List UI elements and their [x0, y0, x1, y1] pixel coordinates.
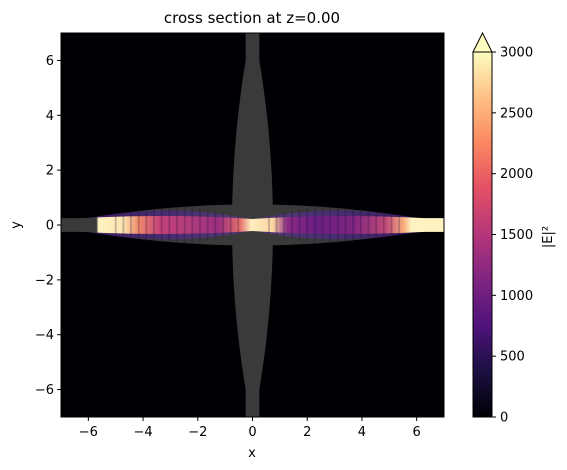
colorbar-tick-label: 2500 — [500, 106, 533, 121]
field-interference-fringe — [336, 205, 339, 245]
field-interference-fringe — [313, 207, 316, 243]
field-interference-fringe — [306, 208, 309, 242]
colorbar-gradient — [473, 52, 492, 417]
y-tick-label: −6 — [35, 383, 54, 398]
x-tick-label: −6 — [79, 425, 98, 440]
y-axis-label: y — [9, 221, 24, 229]
field-interference-fringe — [222, 213, 224, 237]
field-interference-fringe — [290, 210, 293, 240]
colorbar-tick-label: 500 — [500, 350, 525, 365]
colorbar-tick-label: 0 — [500, 411, 508, 426]
field-interference-fringe — [214, 211, 217, 239]
field-interference-fringe — [367, 207, 370, 243]
y-tick-label: 0 — [46, 219, 54, 234]
x-axis-ticks: −6 −4 −2 0 2 4 6 — [79, 417, 421, 440]
field-interference-fringe — [352, 206, 355, 244]
colorbar-tick-label: 1000 — [500, 289, 533, 304]
colorbar-ticks: 0 500 1000 1500 2000 2500 3000 — [492, 46, 533, 426]
field-interference-fringe — [398, 214, 401, 236]
field-interference-fringe — [359, 207, 362, 243]
y-tick-label: 2 — [46, 164, 54, 179]
y-tick-label: −4 — [35, 328, 54, 343]
field-interference-fringe — [344, 205, 347, 245]
x-tick-label: −4 — [133, 425, 152, 440]
field-interference-fringe — [382, 210, 385, 240]
field-interference-fringe — [329, 205, 332, 245]
field-interference-fringe — [130, 208, 132, 242]
chart-title: cross section at z=0.00 — [164, 9, 340, 27]
field-interference-fringe — [153, 206, 155, 244]
x-axis-label: x — [248, 446, 256, 461]
field-interference-fringe — [137, 207, 140, 243]
field-interference-fringe — [160, 205, 163, 245]
field-interference-fringe — [168, 205, 171, 245]
field-interference-fringe — [199, 208, 201, 242]
x-tick-label: −2 — [188, 425, 207, 440]
field-interference-fringe — [145, 206, 148, 244]
field-interference-fringe — [275, 214, 278, 236]
x-tick-label: 4 — [358, 425, 366, 440]
field-interference-fringe — [206, 209, 209, 241]
field-interference-fringe — [114, 211, 117, 239]
colorbar: 0 500 1000 1500 2000 2500 3000 |E|² — [472, 31, 556, 426]
colorbar-extend-triangle — [472, 31, 493, 53]
field-interference-fringe — [183, 206, 186, 244]
x-tick-label: 2 — [303, 425, 311, 440]
field-interference-fringe — [375, 209, 378, 241]
y-tick-label: −2 — [35, 273, 54, 288]
field-interference-fringe — [298, 209, 301, 241]
colorbar-label: |E|² — [541, 226, 556, 248]
colorbar-tick-label: 1500 — [500, 228, 533, 243]
x-tick-label: 6 — [413, 425, 421, 440]
field-interference-fringe — [321, 206, 324, 244]
y-tick-label: 4 — [46, 109, 54, 124]
colorbar-tick-label: 3000 — [500, 46, 533, 61]
field-interference-fringe — [283, 212, 286, 238]
plot-area — [61, 33, 444, 417]
field-interference-fringe — [229, 215, 232, 235]
colorbar-tick-label: 2000 — [500, 167, 533, 182]
field-intensity — [80, 205, 444, 245]
field-interference-fringe — [176, 206, 178, 244]
field-beam — [80, 216, 444, 234]
y-tick-label: 6 — [46, 54, 54, 69]
field-interference-fringe — [122, 210, 125, 240]
field-interference-fringe — [191, 207, 194, 243]
field-interference-fringe — [237, 217, 240, 233]
field-interference-fringe — [390, 212, 393, 238]
x-tick-label: 0 — [248, 425, 256, 440]
field-interference-fringe — [268, 216, 270, 234]
y-axis-ticks: −6 −4 −2 0 2 4 6 — [35, 54, 61, 398]
